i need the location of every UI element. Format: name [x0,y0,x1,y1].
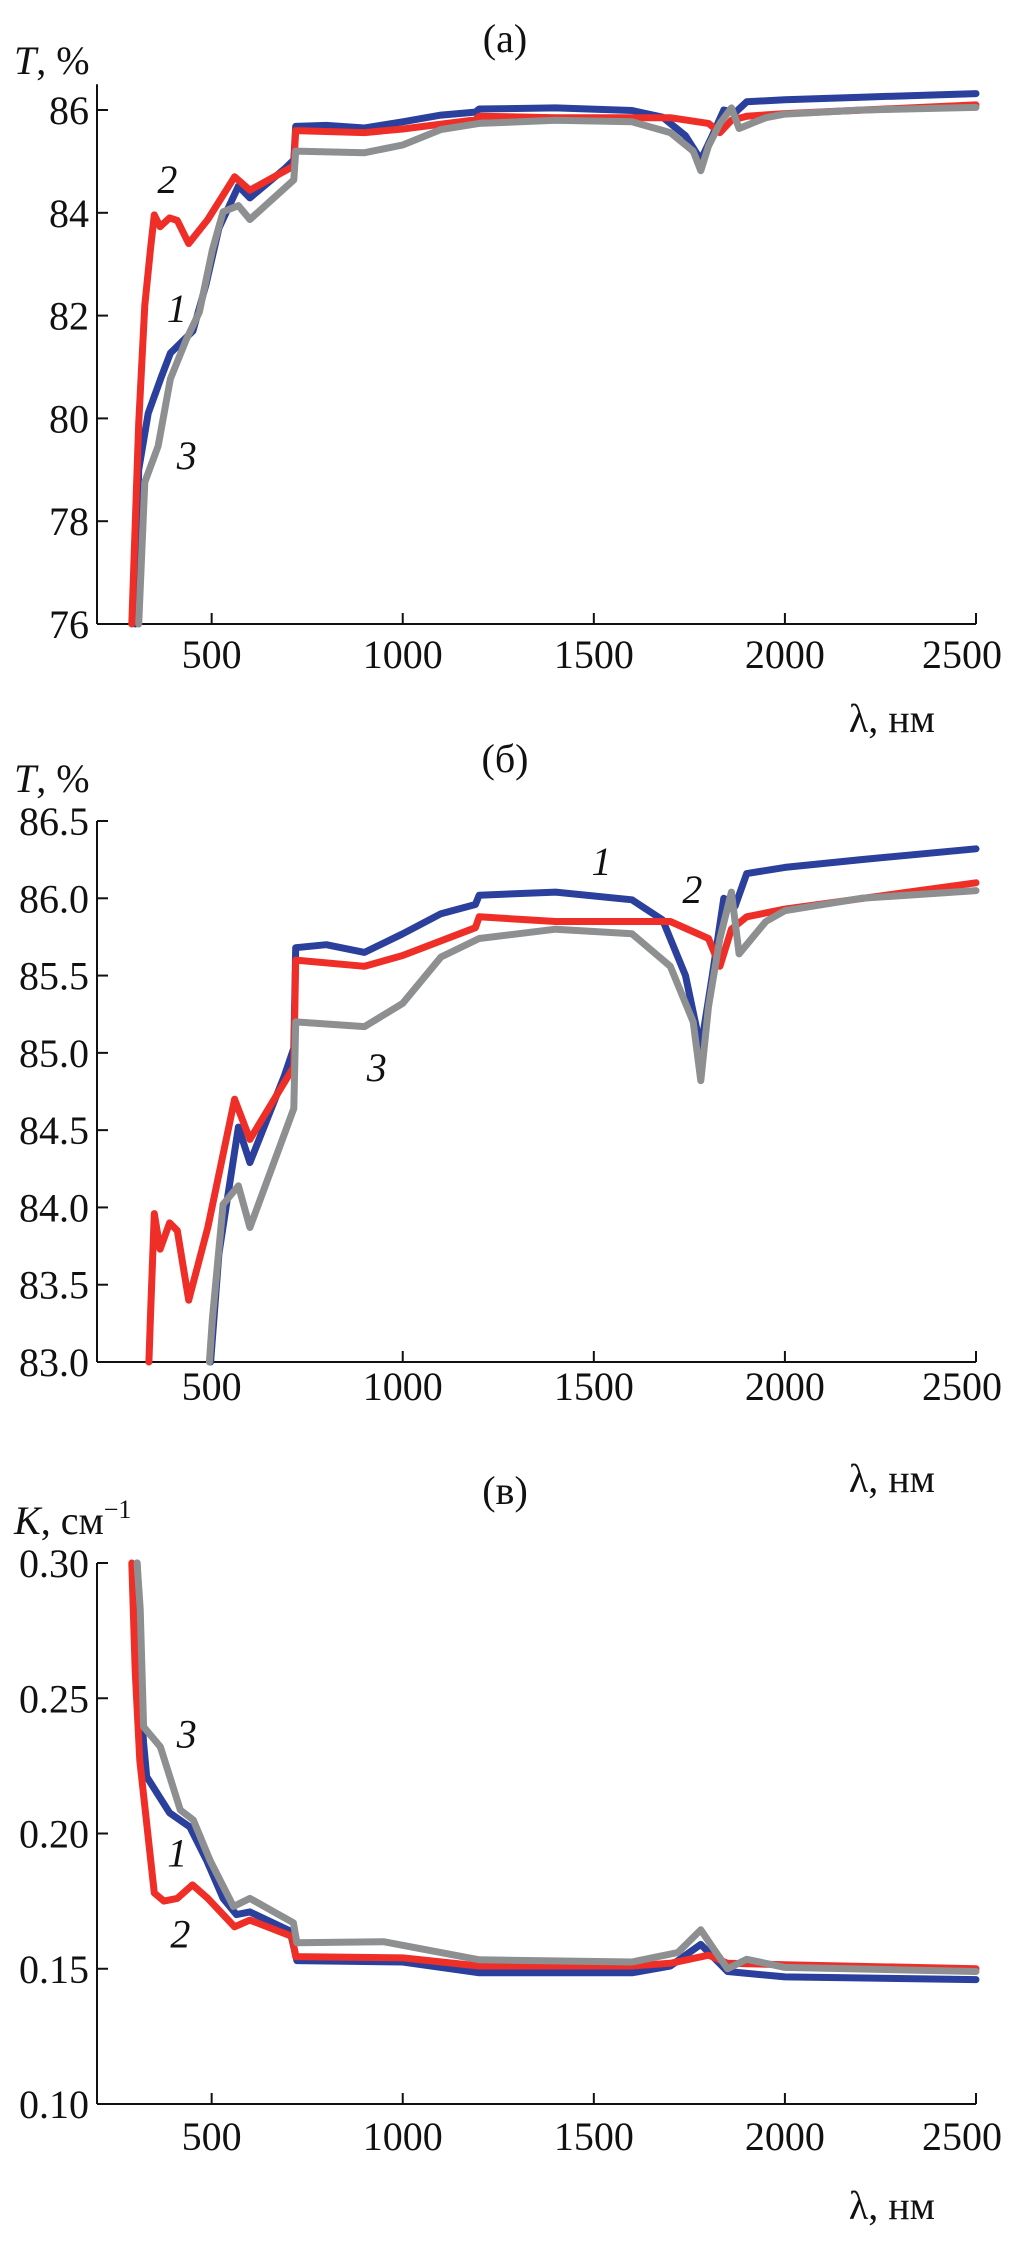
series-line-1 [133,1559,980,1984]
curve-label: 1 [167,1830,187,1875]
y-axis-label: K, см−1 [13,1495,131,1543]
x-tick-label: 2500 [922,1364,1002,1409]
chart-panel-2: (б) T, % 83.0 83.5 84.0 84.5 85.0 85.5 86.0 86.5 5… [14,736,1002,1501]
y-tick-label: 85.0 [19,1031,89,1076]
y-tick-label: 83.0 [19,1340,89,1385]
curve-label: 2 [682,867,702,912]
series-line-3 [205,887,980,1366]
y-tick-label: 86.5 [19,799,89,844]
series-line-1 [207,845,980,1366]
y-tick-label: 83.5 [19,1263,89,1308]
y-axis-unit: , % [36,756,89,801]
series-line-2 [128,1559,980,1973]
y-tick-label: 86.0 [19,876,89,921]
chart-title: (в) [482,1468,528,1513]
series-line-1 [131,90,980,628]
y-axis-variable: T [14,756,39,801]
y-tick-label: 82 [49,294,89,339]
curve-label: 2 [170,1912,190,1957]
x-tick-label: 1500 [554,1364,634,1409]
x-tick-label: 1000 [363,1364,443,1409]
x-tick-label: 2000 [745,632,825,677]
y-tick-label: 85.5 [19,954,89,999]
curve-label: 2 [157,157,177,202]
curve-label: 3 [176,1711,197,1756]
y-tick-label: 0.15 [19,1947,89,1992]
y-tick-label: 78 [49,499,89,544]
series-group [145,845,980,1366]
series-group [128,90,980,628]
y-axis-variable: T [14,38,39,83]
x-axis-label: λ, нм [849,1456,935,1501]
chart-title: (б) [482,736,529,781]
y-tick-label: 0.25 [19,1676,89,1721]
x-axis-label: λ, нм [849,696,935,741]
series-line-3 [133,1559,980,1975]
series-line-2 [128,101,980,628]
x-tick-label: 1000 [363,2114,443,2159]
x-tick-label: 2500 [922,2114,1002,2159]
y-tick-label: 84.0 [19,1185,89,1230]
y-axis-label: T, % [14,756,90,801]
x-tick-label: 1500 [554,632,634,677]
x-tick-label: 1500 [554,2114,634,2159]
y-tick-label: 0.10 [19,2082,89,2127]
y-tick-label: 76 [49,602,89,647]
y-axis-unit-exponent: −1 [104,1495,132,1524]
y-tick-label: 84 [49,191,89,236]
chart-panel-3: (в) K, см−1 0.10 0.15 0.20 0.25 0.30 500 1000 150… [13,1468,1002,2228]
y-tick-label: 80 [49,396,89,441]
curve-label: 3 [176,433,197,478]
y-axis-unit: , см [41,1498,104,1543]
x-axis-label: λ, нм [849,2183,935,2228]
x-tick-label: 500 [182,1364,242,1409]
y-axis-unit: , % [36,38,89,83]
y-tick-label: 86 [49,88,89,133]
x-tick-label: 1000 [363,632,443,677]
curve-label: 3 [366,1045,387,1090]
y-tick-label: 84.5 [19,1108,89,1153]
chart-panel-1: (a) T, % 76 78 80 82 84 86 500 1000 1500 2000 2500 λ,… [14,16,1002,741]
series-line-3 [135,103,980,628]
curve-label: 1 [591,839,611,884]
x-tick-label: 2000 [745,1364,825,1409]
curve-label: 1 [167,286,187,331]
x-tick-label: 500 [182,2114,242,2159]
chart-title: (a) [483,16,527,61]
x-tick-label: 2000 [745,2114,825,2159]
x-tick-label: 500 [182,632,242,677]
y-tick-label: 0.30 [19,1541,89,1586]
y-axis-label: T, % [14,38,90,83]
y-tick-label: 0.20 [19,1812,89,1857]
series-line-2 [145,879,980,1366]
x-tick-label: 2500 [922,632,1002,677]
y-axis-variable: K [13,1498,43,1543]
series-group [128,1559,980,1984]
